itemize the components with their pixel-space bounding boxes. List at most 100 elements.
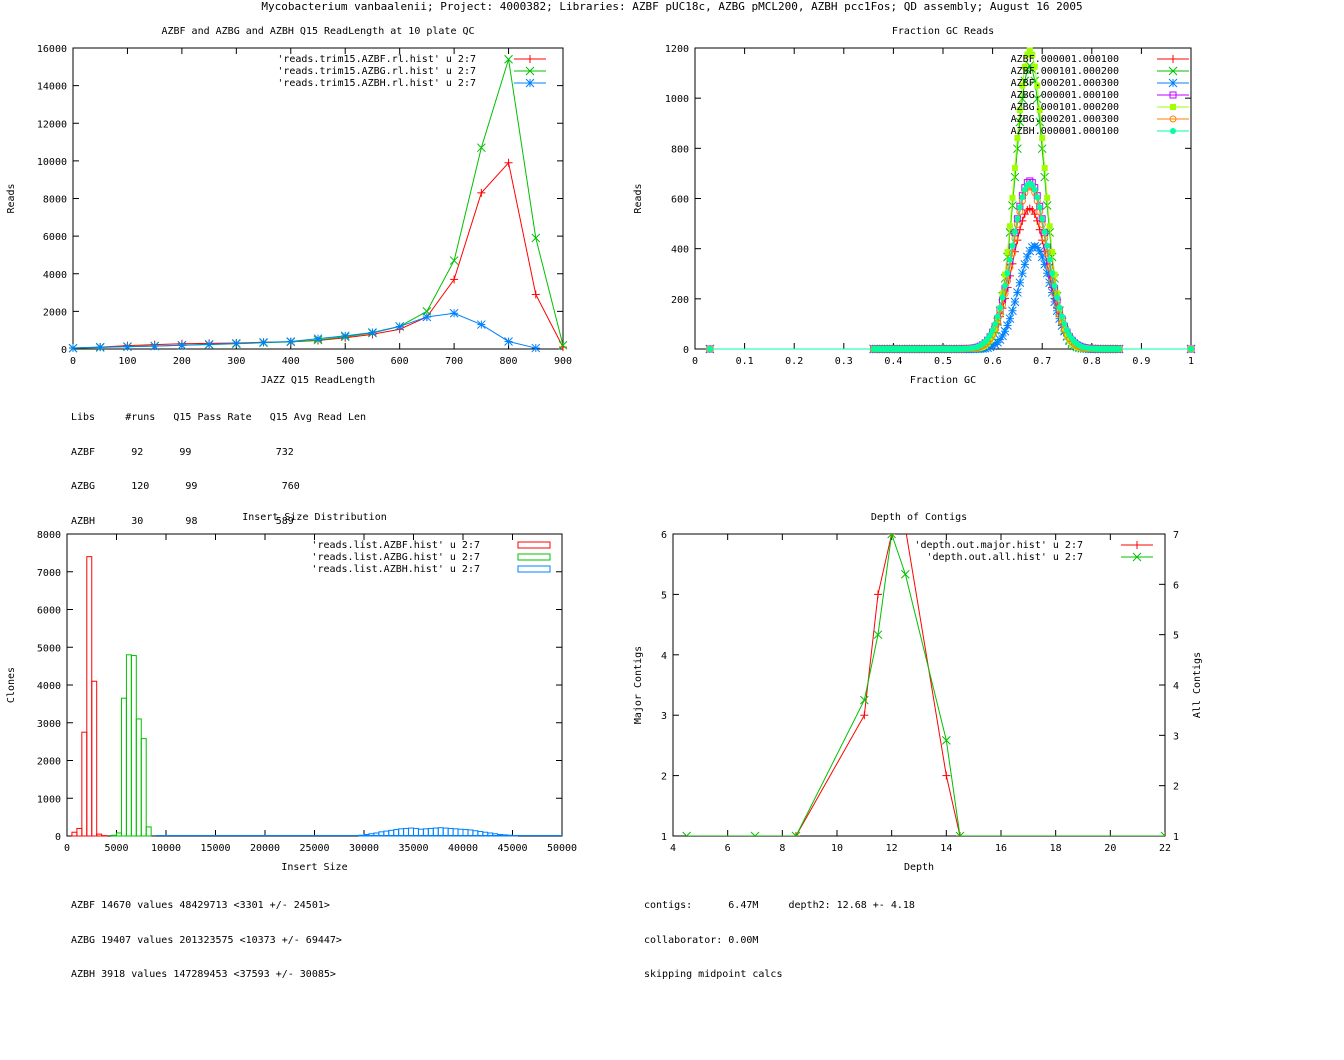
readlength-series-markers xyxy=(69,158,567,353)
readlength-data-point xyxy=(476,320,486,329)
insert-histogram-bar xyxy=(452,828,459,837)
depth-plot-frame xyxy=(672,533,1166,837)
stats-header-avg: Q15 Avg Read Len xyxy=(269,412,367,423)
readlength-series-line xyxy=(72,59,564,349)
gc-data-point xyxy=(1020,260,1030,269)
gc-x-axis-label: Fraction GC xyxy=(910,375,976,386)
readlength-data-point xyxy=(449,308,459,318)
gc-data-point xyxy=(1048,277,1056,285)
gc-x-tick-label: 0.7 xyxy=(1033,356,1051,367)
insert-x-tick-label: 10000 xyxy=(151,843,181,854)
insert-y-tick-label: 1000 xyxy=(37,794,61,805)
depth-legend-marker xyxy=(1132,552,1142,562)
gc-data-point xyxy=(1043,249,1051,257)
gc-legend-label: AZBG.000001.000100 xyxy=(1011,90,1119,101)
depth-data-point xyxy=(685,831,692,836)
gc-data-point xyxy=(987,331,994,338)
insert-histogram-bar xyxy=(140,738,147,837)
insert-histogram-bar xyxy=(81,731,88,837)
gc-data-point xyxy=(1032,94,1042,104)
gc-x-tick-label: 1 xyxy=(1188,356,1194,367)
gc-data-point xyxy=(1041,164,1048,171)
gc-y-tick-label: 1000 xyxy=(665,94,689,105)
stats-cell: AZBG xyxy=(71,481,96,492)
insert-histogram-bar xyxy=(417,828,424,837)
insert-y-tick-label: 2000 xyxy=(37,757,61,768)
depth-y2-tick-label: 7 xyxy=(1173,530,1179,541)
stats-header-runs: #runs xyxy=(125,412,156,423)
gc-data-point xyxy=(1018,94,1027,104)
readlength-data-point xyxy=(504,337,513,346)
gc-data-point xyxy=(1014,215,1021,222)
depth-data-point xyxy=(791,831,797,836)
readlength-title: AZBF and AZBG and AZBH Q15 ReadLength at… xyxy=(161,26,474,37)
depth-legend-label: 'depth.out.major.hist' u 2:7 xyxy=(914,540,1083,551)
readlength-y-axis-label: Reads xyxy=(6,183,17,213)
gc-legend-label: AZBG.000101.000200 xyxy=(1011,102,1119,113)
readlength-y-tick-label: 8000 xyxy=(43,195,67,206)
depth-x-tick-label: 20 xyxy=(1104,843,1116,854)
depth-series xyxy=(682,534,1165,836)
gc-data-point xyxy=(1046,223,1053,230)
gc-data-point xyxy=(1021,63,1028,70)
depth-data-point xyxy=(682,831,688,836)
gc-data-point xyxy=(1002,282,1008,289)
depth-data-point xyxy=(1160,831,1165,836)
readlength-legend-marker xyxy=(526,55,534,63)
gc-x-tick-label: 0 xyxy=(692,356,698,367)
gc-data-point xyxy=(1061,321,1068,328)
depth-y2-tick-label: 4 xyxy=(1173,681,1179,692)
stats-row: AZBG 120 99 760 xyxy=(71,481,366,493)
gc-legend-marker xyxy=(1170,104,1176,110)
gc-data-point xyxy=(999,290,1006,297)
gc-legend-label: AZBF.000001.000100 xyxy=(1011,54,1119,65)
stats-cell: AZBH xyxy=(71,515,96,527)
gc-data-point xyxy=(1030,76,1040,86)
gc-data-point xyxy=(1049,249,1056,256)
depth-title: Depth of Contigs xyxy=(871,512,967,523)
gc-data-point xyxy=(1041,235,1049,243)
depth-series-line xyxy=(795,534,1165,836)
gc-data-point xyxy=(1015,117,1025,127)
stats-row: AZBF 92 99 732 xyxy=(71,447,366,459)
readlength-x-tick-label: 300 xyxy=(227,356,245,367)
insert-histogram-bar xyxy=(71,831,78,837)
depth-data-point xyxy=(955,831,961,836)
gc-x-tick-label: 0.2 xyxy=(785,356,803,367)
gc-series-markers xyxy=(706,177,1195,353)
gc-series-line xyxy=(709,182,1192,350)
gc-legend-label: AZBF.000201.000300 xyxy=(1011,78,1119,89)
insert-histogram-bar xyxy=(116,832,122,837)
gc-data-point xyxy=(1036,106,1043,113)
depth-data-point xyxy=(873,630,883,640)
depth-data-point xyxy=(754,831,760,836)
gc-data-point xyxy=(1040,172,1050,182)
readlength-y-tick-label: 4000 xyxy=(43,270,67,281)
gc-data-point xyxy=(1046,263,1054,271)
gc-y-tick-label: 400 xyxy=(671,245,689,256)
gc-series-markers xyxy=(705,204,1195,353)
gc-data-point xyxy=(1044,194,1051,201)
insert-legend-label: 'reads.list.AZBH.hist' u 2:7 xyxy=(311,564,480,575)
readlength-legend-label: 'reads.trim15.AZBF.rl.hist' u 2:7 xyxy=(277,54,476,65)
insert-x-tick-label: 5000 xyxy=(104,843,128,854)
gc-data-point xyxy=(992,321,999,328)
insert-y-axis-label: Clones xyxy=(6,667,17,703)
insert-histogram-bar xyxy=(413,827,419,837)
depth-y2-tick-label: 3 xyxy=(1173,731,1179,742)
gc-data-point xyxy=(1031,186,1038,193)
readlength-data-point xyxy=(123,342,132,352)
stats-cell: 99 xyxy=(179,446,192,458)
readlength-x-tick-label: 600 xyxy=(391,356,409,367)
gc-data-point xyxy=(1018,268,1027,278)
insert-histogram-bar xyxy=(125,654,132,837)
gc-data-point xyxy=(1019,194,1026,201)
readlength-data-point xyxy=(422,312,432,322)
insert-x-tick-label: 45000 xyxy=(497,843,527,854)
gc-series-line xyxy=(709,180,1192,350)
gc-series-markers xyxy=(706,47,1194,352)
readlength-data-point xyxy=(558,340,568,350)
depth-y-tick-label: 4 xyxy=(661,651,667,662)
readlength-x-tick-label: 900 xyxy=(554,356,572,367)
depth-stat-line: contigs: 6.47M depth2: 12.68 +- 4.18 xyxy=(644,900,915,911)
